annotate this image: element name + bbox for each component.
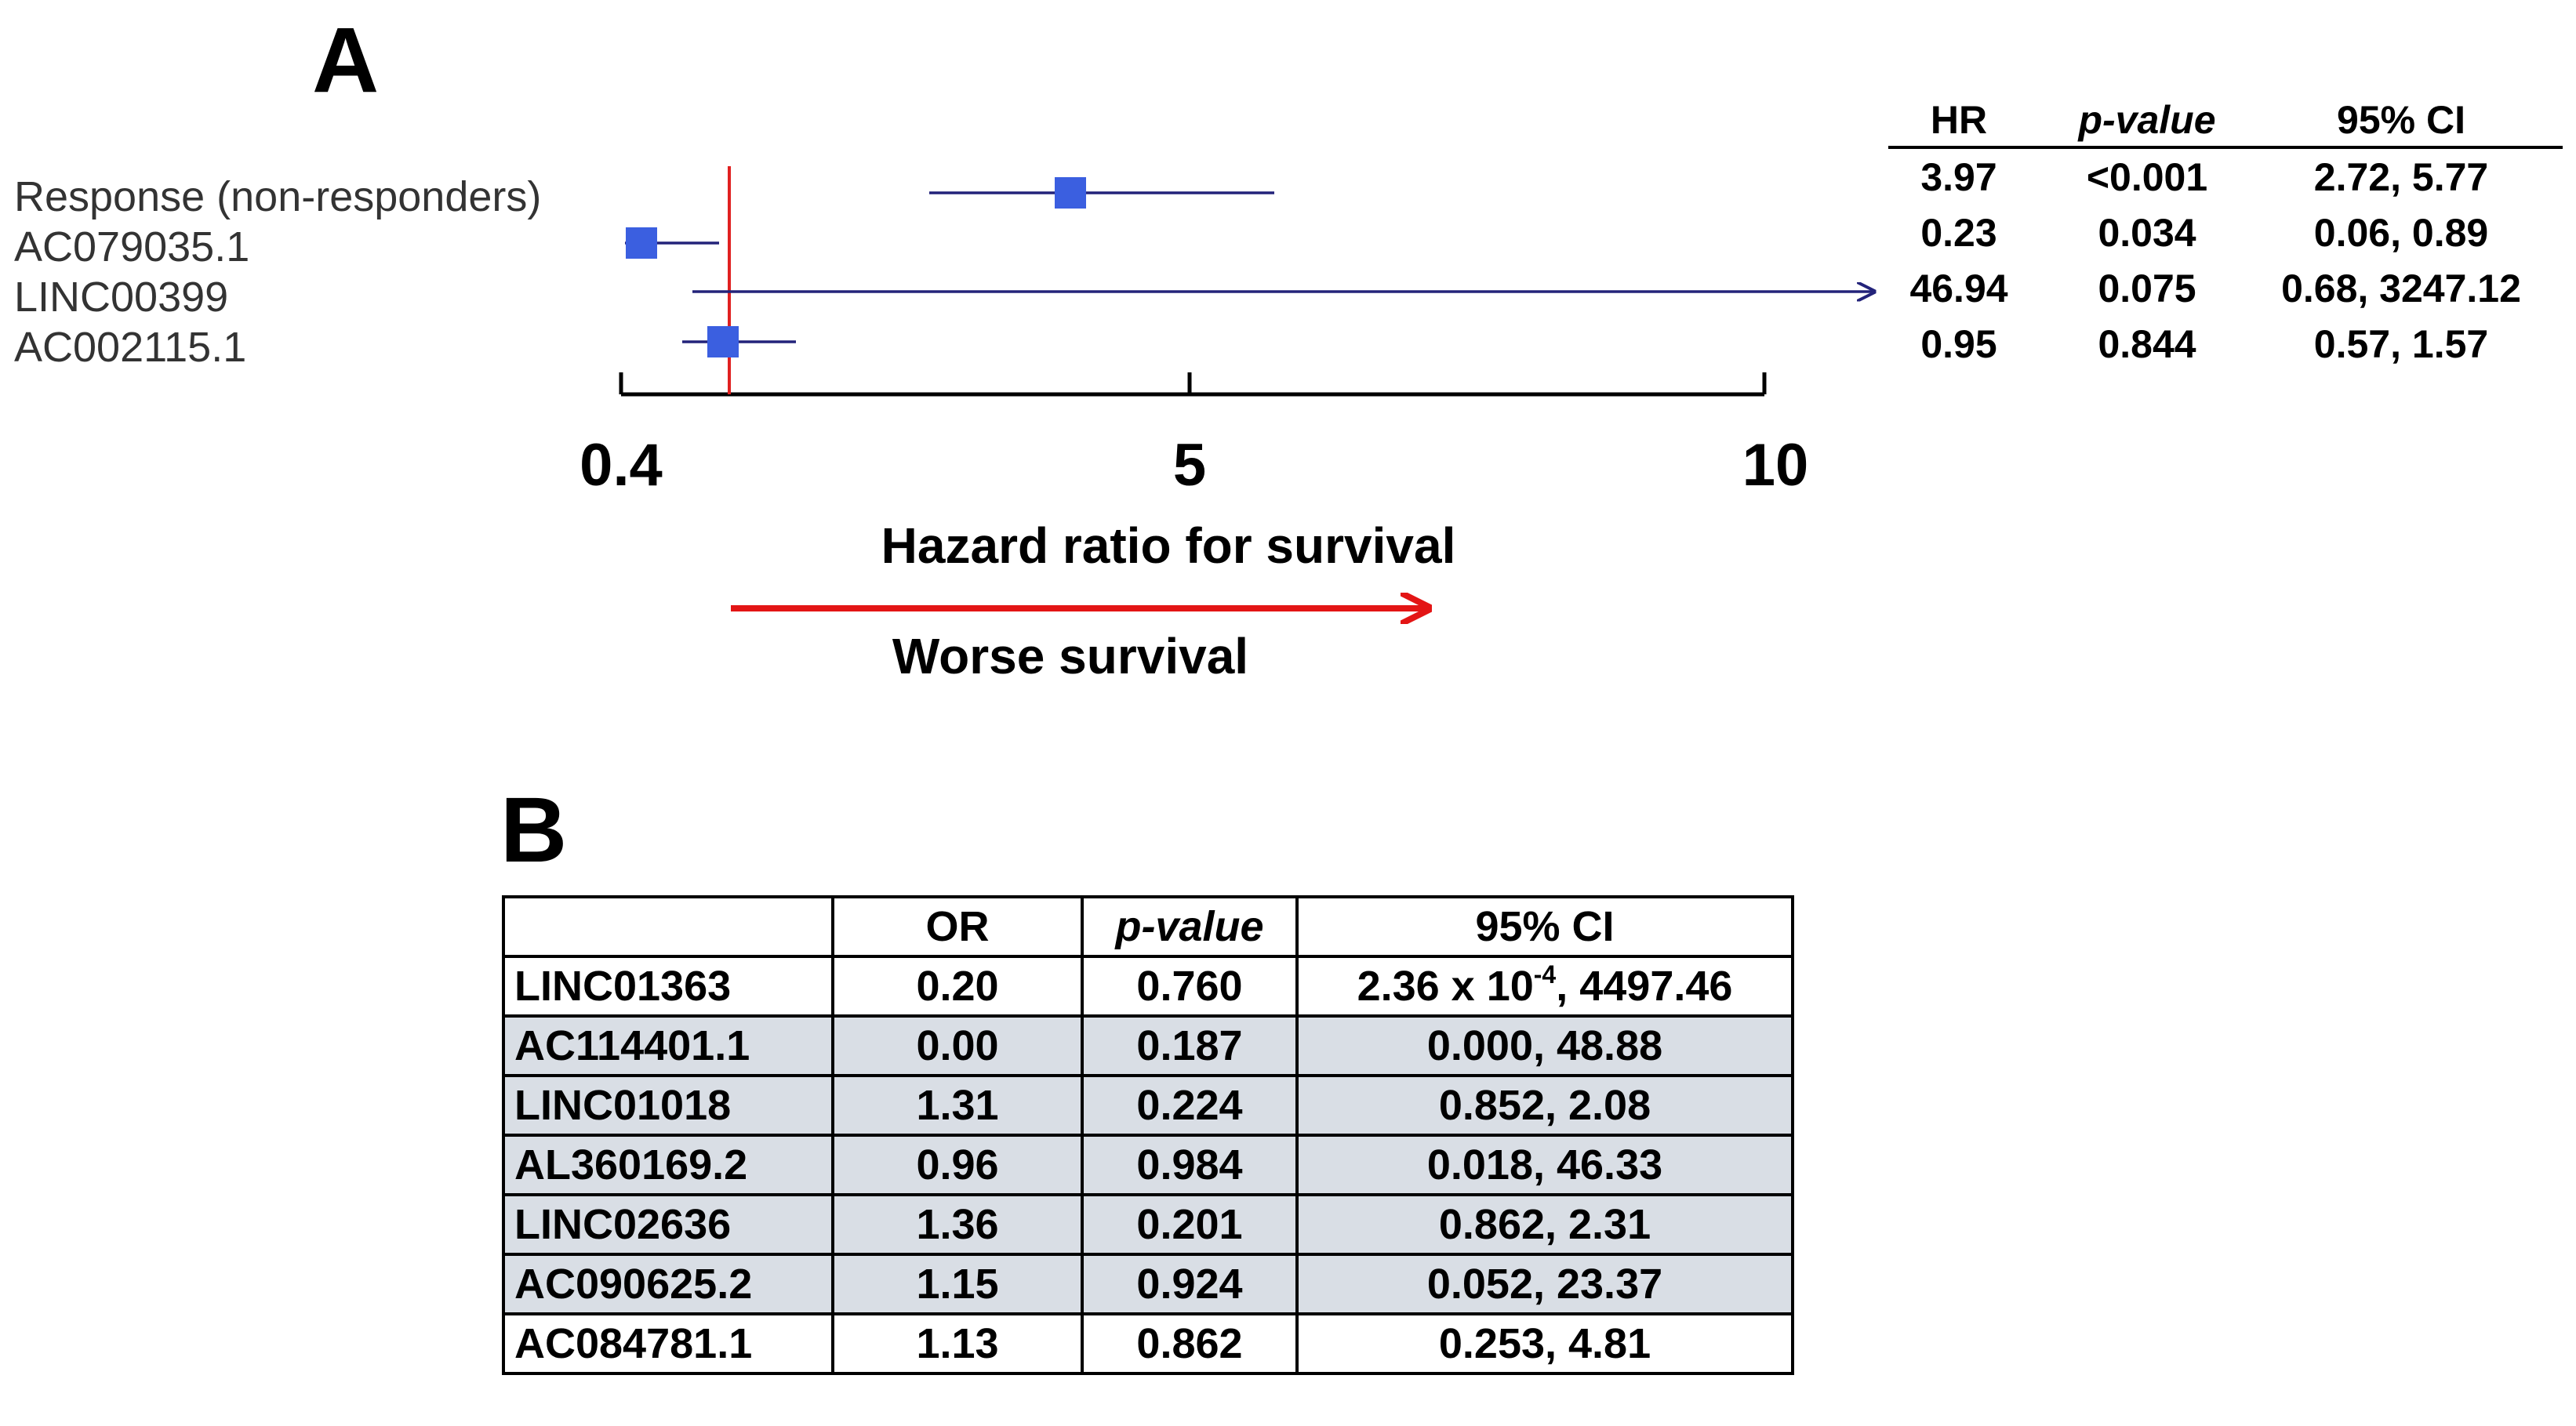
x-tick-label-1: 5 (1172, 432, 1207, 499)
p-value-header: p-value (2078, 98, 2216, 142)
row-name: AC090625.2 (502, 1253, 834, 1315)
row-name: LINC01018 (502, 1074, 834, 1137)
row-label: AC079035.1 (14, 223, 250, 270)
row-name: AC084781.1 (502, 1312, 834, 1375)
table-row: LINC01018 1.31 0.224 0.852, 2.08 (502, 1074, 1794, 1137)
odds-ratio-table: OR p-value 95% CI LINC01363 0.20 0.760 2… (502, 895, 1794, 1375)
header-or: OR (831, 895, 1084, 958)
row-ci: 0.000, 48.88 (1295, 1014, 1794, 1077)
row-label: Response (non-responders) (14, 173, 542, 220)
p-value: <0.001 (2086, 155, 2208, 199)
p-value: 0.075 (2098, 267, 2196, 310)
table-row: LINC01363 0.20 0.760 2.36 x 10-4, 4497.4… (502, 955, 1794, 1018)
row-p: 0.187 (1081, 1014, 1299, 1077)
table-row: AL360169.2 0.96 0.984 0.018, 46.33 (502, 1134, 1794, 1196)
p-value: 0.034 (2098, 211, 2196, 255)
row-p: 0.201 (1081, 1193, 1299, 1256)
panel-a-letter: A (312, 9, 380, 112)
table-row: AC114401.1 0.00 0.187 0.000, 48.88 (502, 1014, 1794, 1077)
table-row: AC090625.2 1.15 0.924 0.052, 23.37 (502, 1253, 1794, 1315)
hr-value: 0.23 (1920, 211, 1997, 255)
hr-value: 0.95 (1920, 322, 1997, 366)
hr-marker (1055, 177, 1086, 209)
forest-plot (619, 166, 2576, 784)
forest-marks (619, 166, 1874, 608)
row-or: 1.13 (831, 1312, 1084, 1375)
row-ci: 0.253, 4.81 (1295, 1312, 1794, 1375)
row-or: 1.15 (831, 1253, 1084, 1315)
ci-value: 2.72, 5.77 (2313, 155, 2489, 199)
row-or: 1.36 (831, 1193, 1084, 1256)
row-ci: 0.862, 2.31 (1295, 1193, 1794, 1256)
panel-b-letter: B (500, 778, 568, 882)
hr-marker (707, 326, 739, 357)
row-name: LINC01363 (502, 955, 834, 1018)
hr-header: HR (1930, 98, 1988, 142)
hr-value: 3.97 (1920, 155, 1997, 199)
row-p: 0.924 (1081, 1253, 1299, 1315)
stats-header-underline (1888, 146, 2563, 149)
header-p-value: p-value (1081, 895, 1299, 958)
row-ci: 0.018, 46.33 (1295, 1134, 1794, 1196)
header-ci: 95% CI (1295, 895, 1794, 958)
row-label: AC002115.1 (14, 324, 247, 371)
row-ci: 0.852, 2.08 (1295, 1074, 1794, 1137)
ci-value: 0.68, 3247.12 (2281, 267, 2521, 310)
table-header-row: OR p-value 95% CI (502, 895, 1794, 958)
row-name: AL360169.2 (502, 1134, 834, 1196)
x-tick-label-2: 10 (1742, 432, 1809, 499)
ci-suffix: , 4497.46 (1556, 963, 1733, 1010)
ci-header: 95% CI (2337, 98, 2465, 142)
x-tick-label-0: 0.4 (580, 432, 663, 499)
row-or: 0.00 (831, 1014, 1084, 1077)
row-or: 0.20 (831, 955, 1084, 1018)
row-ci: 0.052, 23.37 (1295, 1253, 1794, 1315)
header-blank (502, 895, 834, 958)
hr-marker (626, 227, 657, 259)
row-p: 0.862 (1081, 1312, 1299, 1375)
row-name: AC114401.1 (502, 1014, 834, 1077)
ci-value: 0.57, 1.57 (2313, 322, 2489, 366)
table-row: AC084781.1 1.13 0.862 0.253, 4.81 (502, 1312, 1794, 1375)
row-name: LINC02636 (502, 1193, 834, 1256)
p-value: 0.844 (2098, 322, 2196, 366)
x-axis-title: Hazard ratio for survival (881, 517, 1456, 574)
row-p: 0.984 (1081, 1134, 1299, 1196)
ci-prefix: 2.36 x 10 (1357, 963, 1534, 1010)
direction-label: Worse survival (892, 628, 1249, 684)
table-row: LINC02636 1.36 0.201 0.862, 2.31 (502, 1193, 1794, 1256)
ci-exponent: -4 (1533, 960, 1557, 989)
row-ci: 2.36 x 10-4, 4497.46 (1295, 955, 1794, 1018)
ci-value: 0.06, 0.89 (2313, 211, 2489, 255)
hr-value: 46.94 (1909, 267, 2008, 310)
row-or: 0.96 (831, 1134, 1084, 1196)
row-or: 1.31 (831, 1074, 1084, 1137)
row-p: 0.760 (1081, 955, 1299, 1018)
row-label: LINC00399 (14, 274, 229, 321)
row-p: 0.224 (1081, 1074, 1299, 1137)
